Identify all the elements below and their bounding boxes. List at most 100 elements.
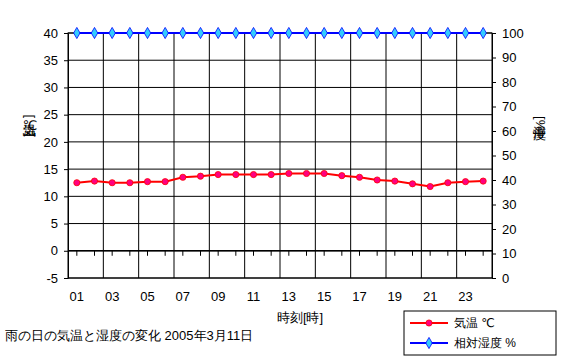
marker (392, 178, 398, 184)
tick-label: 40 (502, 173, 516, 188)
tick: 20 (492, 222, 516, 237)
tick: 35 (44, 53, 68, 68)
axis-line (68, 34, 69, 279)
marker (197, 173, 203, 179)
tick-mark (147, 251, 148, 256)
axis-line (68, 250, 492, 252)
tick-mark (492, 254, 496, 255)
x-axis-line (68, 251, 492, 256)
tick-label: 05 (140, 289, 154, 304)
legend-label: 相対湿度 % (454, 336, 516, 350)
tick-label: 90 (502, 50, 516, 65)
legend-label: 気温 ℃ (454, 316, 495, 330)
tick-mark (64, 115, 68, 116)
marker (74, 180, 80, 186)
tick-mark (492, 229, 496, 230)
marker (427, 183, 433, 189)
tick-mark (235, 251, 236, 256)
tick-label: 80 (502, 75, 516, 90)
tick-mark (165, 251, 166, 256)
grid-line-x (244, 33, 245, 278)
y-axis: -50510152025303540 (44, 26, 69, 286)
tick: 15 (317, 278, 331, 304)
tick-mark (492, 180, 496, 181)
marker (445, 27, 451, 38)
legend-marker (426, 320, 432, 326)
tick-label: 20 (44, 135, 58, 150)
tick-mark (200, 251, 201, 256)
marker (250, 27, 256, 38)
tick-mark (64, 33, 68, 34)
plot-frame (68, 33, 492, 278)
marker (268, 27, 274, 38)
marker (109, 27, 115, 38)
marker (356, 174, 362, 180)
marker (480, 27, 486, 38)
tick-label: 13 (282, 289, 296, 304)
tick-label: 0 (51, 243, 58, 258)
marker (462, 27, 468, 38)
grid-line-x (315, 33, 316, 278)
marker (321, 27, 327, 38)
title: 雨の日の気温と湿度の変化 2005年3月11日 (5, 328, 253, 343)
tick-label: 60 (502, 124, 516, 139)
tick-mark (64, 60, 68, 61)
tick-mark (218, 251, 219, 256)
marker (445, 180, 451, 186)
marker (127, 27, 133, 38)
marker (374, 177, 380, 183)
chart: -505101520253035400102030405060708090100… (0, 0, 561, 359)
tick-mark (492, 82, 496, 83)
tick: 10 (44, 189, 68, 204)
tick: 50 (492, 148, 516, 163)
series-line (77, 32, 483, 34)
tick: 11 (247, 278, 261, 304)
tick: 80 (492, 75, 516, 90)
tick: 05 (140, 278, 154, 304)
tick-mark (492, 156, 496, 157)
grid-line-x (350, 33, 351, 278)
tick-label: 19 (388, 289, 402, 304)
tick: 40 (492, 173, 516, 188)
tick: 01 (70, 278, 84, 304)
tick-mark (182, 251, 183, 256)
axis-title: 湿度[%] (533, 116, 548, 141)
marker (462, 179, 468, 185)
tick: 21 (423, 278, 437, 304)
marker (268, 171, 274, 177)
tick-label: 50 (502, 148, 516, 163)
grid-line-x (456, 33, 457, 278)
tick-mark (129, 251, 130, 256)
tick-label: 10 (44, 189, 58, 204)
tick-label: 5 (51, 216, 58, 231)
grid (68, 33, 492, 278)
tick-mark (492, 58, 496, 59)
y2-axis: 0102030405060708090100 (492, 26, 524, 286)
tick-mark (492, 278, 496, 279)
tick-mark (412, 251, 413, 256)
tick-mark (64, 142, 68, 143)
tick-label: 15 (317, 289, 331, 304)
tick-label: 01 (70, 289, 84, 304)
tick-label: 70 (502, 99, 516, 114)
tick-mark (492, 33, 496, 34)
legend-box (404, 311, 556, 355)
marker (162, 179, 168, 185)
grid-line-x (103, 33, 104, 278)
tick-label: 07 (176, 289, 190, 304)
tick-mark (64, 196, 68, 197)
tick: 0 (51, 243, 68, 258)
tick-mark (377, 251, 378, 256)
marker (144, 179, 150, 185)
marker (162, 27, 168, 38)
grid-line-x (138, 33, 139, 278)
tick-mark (271, 251, 272, 256)
grid-line-x (174, 33, 175, 278)
tick-mark (447, 251, 448, 256)
tick: 07 (176, 278, 190, 304)
marker (339, 27, 345, 38)
tick-mark (94, 251, 95, 256)
tick-label: 03 (105, 289, 119, 304)
tick-label: 0 (502, 271, 509, 286)
marker (197, 27, 203, 38)
